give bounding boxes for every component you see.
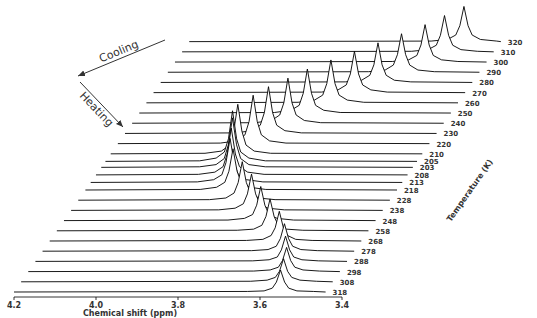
trace-fill bbox=[118, 95, 430, 144]
trace-fill bbox=[182, 16, 494, 53]
temperature-label: 220 bbox=[436, 141, 451, 149]
temperature-label: 240 bbox=[451, 120, 466, 128]
spectrum bbox=[168, 34, 480, 72]
temperature-label: 268 bbox=[368, 238, 383, 246]
temperature-label: 228 bbox=[397, 197, 412, 205]
tick bbox=[342, 297, 343, 300]
tick bbox=[96, 297, 97, 300]
spectrum bbox=[91, 138, 403, 182]
tick-label: 3.4 bbox=[335, 301, 350, 310]
trace-fill bbox=[43, 224, 355, 252]
x-axis: 4.24.03.83.63.4 bbox=[7, 297, 350, 310]
trace-fill bbox=[64, 187, 376, 222]
spectrum bbox=[125, 87, 437, 134]
axis-title: Chemical shift (ppm) bbox=[83, 309, 177, 318]
trace-fill bbox=[96, 128, 408, 175]
trace-fill bbox=[57, 199, 369, 231]
temperature-label: 230 bbox=[444, 130, 459, 138]
tick-label: 3.6 bbox=[253, 301, 268, 310]
trace-fill bbox=[132, 78, 444, 124]
trace-fill bbox=[139, 69, 451, 114]
temperature-label: 318 bbox=[333, 289, 348, 297]
trace-fill bbox=[35, 236, 347, 262]
temperature-label: 218 bbox=[404, 187, 419, 195]
temperature-label: 288 bbox=[354, 258, 369, 266]
annotation: Heating bbox=[77, 89, 116, 129]
temperature-label: 248 bbox=[383, 218, 398, 226]
temperature-label: 310 bbox=[501, 49, 516, 57]
spectrum bbox=[175, 25, 487, 62]
spectrum bbox=[101, 118, 413, 168]
tick-label: 4.2 bbox=[7, 301, 21, 310]
temperature-label: 270 bbox=[472, 90, 487, 98]
trace-fill bbox=[168, 34, 480, 73]
spectrum bbox=[50, 211, 362, 241]
trace-fill bbox=[161, 43, 473, 83]
trace-fill bbox=[101, 118, 413, 168]
trace-fill bbox=[105, 111, 417, 162]
spectrum bbox=[57, 199, 369, 231]
axis-title: Temperature (K) bbox=[445, 158, 495, 224]
temperature-label: 300 bbox=[494, 59, 509, 67]
trace-fill bbox=[125, 87, 437, 134]
background bbox=[0, 0, 537, 318]
temperature-label: 278 bbox=[361, 248, 376, 256]
temperature-label: 298 bbox=[347, 269, 362, 277]
temperature-label: 320 bbox=[508, 39, 523, 47]
temperature-label: 258 bbox=[375, 228, 390, 236]
temperature-label: 260 bbox=[465, 100, 480, 108]
spectrum bbox=[78, 162, 390, 201]
trace-fill bbox=[111, 104, 423, 154]
spectrum bbox=[35, 236, 347, 261]
trace-fill bbox=[28, 247, 340, 272]
trace-fill bbox=[50, 211, 362, 241]
tick bbox=[178, 297, 179, 300]
spectrum bbox=[14, 270, 326, 292]
spectrum bbox=[182, 16, 494, 52]
trace-fill bbox=[14, 270, 326, 293]
temperature-label: 308 bbox=[340, 279, 355, 287]
spectrum bbox=[96, 128, 408, 175]
spectrum bbox=[43, 224, 355, 252]
chart: 3203103002902802702602502402302202102052… bbox=[0, 0, 537, 318]
temperature-label: 280 bbox=[479, 79, 494, 87]
trace-fill bbox=[91, 138, 403, 183]
spectrum bbox=[132, 78, 444, 123]
spectrum bbox=[118, 95, 430, 143]
trace-fill bbox=[78, 162, 390, 201]
spectrum bbox=[161, 43, 473, 83]
traces bbox=[14, 6, 501, 292]
tick bbox=[14, 297, 15, 300]
trace-fill bbox=[189, 6, 501, 42]
trace-fill bbox=[21, 259, 333, 283]
temperature-label: 238 bbox=[390, 207, 405, 215]
spectrum bbox=[28, 247, 340, 271]
temperature-label: 290 bbox=[486, 69, 501, 77]
spectrum bbox=[64, 187, 376, 221]
trace-fill bbox=[175, 25, 487, 63]
tick bbox=[260, 297, 261, 300]
annotation: Cooling bbox=[97, 38, 140, 66]
spectrum bbox=[105, 111, 417, 162]
spectrum bbox=[111, 104, 423, 154]
spectrum bbox=[71, 174, 383, 210]
spectrum bbox=[189, 6, 501, 41]
trace-fill bbox=[71, 174, 383, 211]
temperature-label: 250 bbox=[458, 110, 473, 118]
temperature-labels: 3203103002902802702602502402302202102052… bbox=[333, 39, 523, 297]
spectrum bbox=[139, 69, 451, 113]
spectrum bbox=[21, 259, 333, 282]
